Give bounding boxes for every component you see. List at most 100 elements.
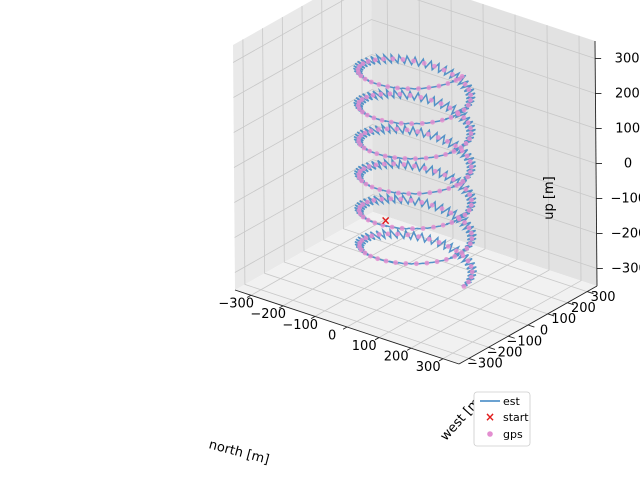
gps-point <box>365 217 371 223</box>
gps-point <box>449 220 455 225</box>
gps-point <box>437 188 443 194</box>
z-tick-label-3: 0 <box>624 157 632 172</box>
gps-point <box>384 126 390 132</box>
gps-point <box>426 236 432 242</box>
gps-point <box>432 168 438 174</box>
gps-point <box>379 117 385 123</box>
gps-point <box>388 196 394 202</box>
gps-point <box>416 191 422 197</box>
gps-point <box>431 224 436 230</box>
gps-point <box>356 106 362 112</box>
gps-point <box>430 119 435 125</box>
gps-point <box>440 222 446 228</box>
gps-point <box>378 91 384 97</box>
gps-point <box>409 121 415 127</box>
y-tick-label-3: 0 <box>540 323 548 338</box>
gps-point <box>453 77 459 83</box>
y-tick-2 <box>508 335 515 339</box>
gps-point <box>464 246 470 251</box>
legend-start-swatch: × <box>485 410 495 424</box>
gps-point <box>448 210 454 216</box>
gps-point <box>411 58 416 64</box>
gps-point <box>356 70 361 75</box>
x-tick-2 <box>310 316 316 320</box>
grid-y-1 <box>262 28 489 348</box>
gps-point <box>414 261 419 267</box>
gps-point <box>461 284 467 289</box>
gps-point <box>463 141 469 146</box>
gps-point <box>377 187 383 192</box>
gps-point <box>465 102 471 108</box>
gps-point <box>459 74 465 79</box>
gps-point <box>385 84 391 89</box>
gps-point <box>397 91 403 97</box>
gps-point <box>425 131 431 137</box>
gps-point <box>451 149 457 154</box>
gps-point <box>461 115 467 120</box>
gps-point <box>395 85 400 91</box>
gps-point <box>385 231 391 237</box>
gps-point <box>410 226 415 232</box>
gps-point <box>408 198 414 203</box>
gps-point <box>376 82 382 87</box>
z-tick-label-2: −100 <box>610 192 640 207</box>
gps-point <box>466 225 472 231</box>
x-tick-label-1: −200 <box>250 307 286 322</box>
gps-point <box>358 247 364 253</box>
gps-point <box>368 253 373 259</box>
gps-point <box>459 250 464 256</box>
gps-point <box>381 56 386 62</box>
gps-point <box>468 264 474 269</box>
x-tick-4 <box>374 337 380 341</box>
z-tick-label-0: −300 <box>611 262 640 277</box>
gps-point <box>460 179 466 184</box>
x-tick-label-6: 300 <box>416 360 441 375</box>
legend-start-label: start <box>503 411 529 424</box>
gps-point <box>433 154 439 160</box>
gps-point <box>402 156 408 161</box>
gps-point <box>412 163 417 169</box>
gps-point <box>398 196 404 202</box>
gps-point <box>436 83 442 89</box>
x-tick-3 <box>342 326 348 330</box>
gps-point <box>454 248 459 254</box>
data-layer: × <box>352 52 478 289</box>
z-tick-label-5: 200 <box>615 87 640 102</box>
gps-point <box>395 231 400 237</box>
gps-point <box>380 222 386 228</box>
gps-point <box>400 57 406 62</box>
gps-point <box>444 257 449 262</box>
gps-point <box>373 162 379 168</box>
gps-point <box>418 95 424 100</box>
gps-point <box>426 85 432 91</box>
gps-point <box>407 93 413 98</box>
gps-point <box>391 161 397 167</box>
y-tick-6 <box>587 291 594 295</box>
gps-point <box>363 181 369 187</box>
gps-point <box>450 72 455 77</box>
gps-point <box>447 105 453 111</box>
gps-point <box>463 186 469 192</box>
grid-y-4 <box>321 0 548 315</box>
gps-point <box>435 135 441 140</box>
gps-point <box>356 175 362 181</box>
gps-point <box>372 220 378 226</box>
gps-point <box>371 115 377 121</box>
y-tick-label-1: −200 <box>487 346 523 361</box>
grid-z-5 <box>233 19 596 98</box>
grid-y-3 <box>301 5 529 326</box>
gps-point <box>421 60 427 66</box>
gps-point <box>464 153 470 159</box>
legend: est × start gps <box>473 391 531 447</box>
x-axis-label: north [m] <box>207 437 271 467</box>
y-tick-1 <box>488 346 496 350</box>
gps-point <box>465 174 471 180</box>
gps-point <box>361 145 367 151</box>
gps-point <box>465 120 471 126</box>
grid-y-5 <box>341 0 568 304</box>
gps-point <box>419 200 425 205</box>
gps-point <box>442 172 448 178</box>
gps-point <box>390 56 396 62</box>
gps-point <box>376 232 382 237</box>
gps-point <box>445 139 450 144</box>
